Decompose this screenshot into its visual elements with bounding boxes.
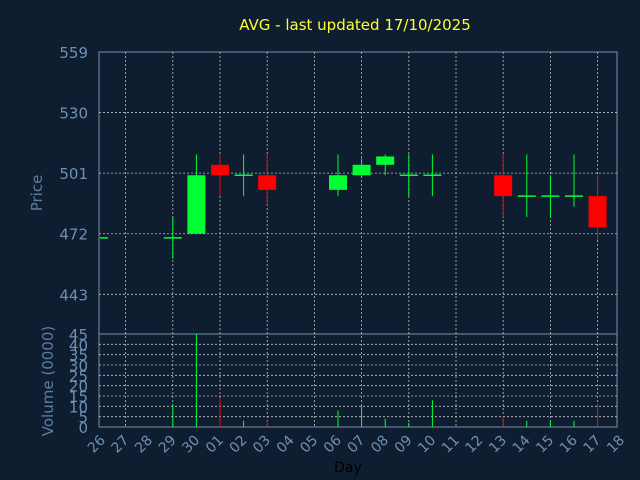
- volume-tick-label: 5: [78, 409, 88, 427]
- x-tick-label: 07: [345, 433, 369, 457]
- candle: [211, 154, 229, 197]
- candle: [329, 154, 347, 197]
- volume-tick-label: 20: [69, 378, 88, 396]
- x-tick-label: 29: [156, 433, 180, 457]
- volume-tick-label: 0: [78, 419, 88, 437]
- candle: [399, 154, 418, 197]
- candle-body: [211, 164, 229, 176]
- volume-tick-label: 15: [69, 388, 88, 406]
- candle: [258, 154, 277, 205]
- volume-plot-frame: [98, 333, 618, 428]
- x-tick-label: 16: [557, 432, 581, 456]
- x-tick-label: 13: [486, 433, 510, 457]
- price-tick-label: 443: [59, 286, 88, 304]
- x-tick-label: 02: [227, 433, 251, 457]
- candle: [376, 154, 395, 176]
- candle: [423, 154, 442, 197]
- candle-body: [352, 164, 371, 176]
- volume-tick-label: 30: [69, 357, 88, 375]
- volume-axis-label: Volume (0000): [39, 326, 57, 436]
- x-axis-label: Day: [334, 460, 362, 476]
- x-tick-label: 15: [533, 433, 557, 457]
- candle-body: [376, 156, 395, 165]
- candlesticks: [100, 154, 607, 259]
- chart-title: AVG - last updated 17/10/2025: [239, 16, 471, 34]
- candle: [352, 158, 371, 178]
- x-tick-label: 14: [510, 432, 534, 456]
- candle: [234, 154, 253, 197]
- x-tick-label: 03: [250, 433, 274, 457]
- candle-body: [258, 175, 277, 190]
- x-tick-label: 12: [463, 433, 487, 457]
- candle-body: [494, 175, 513, 197]
- price-tick-labels: 559 530 501 472 443: [59, 44, 88, 304]
- x-tick-label: 05: [297, 433, 321, 457]
- x-tick-label: 27: [109, 433, 133, 457]
- x-tick-label: 17: [581, 433, 605, 457]
- volume-bars: [172, 334, 599, 427]
- grid-lines: [99, 52, 617, 427]
- volume-tick-label: 35: [69, 347, 88, 365]
- x-tick-label: 11: [439, 433, 463, 457]
- x-tick-label: 30: [179, 433, 203, 457]
- x-tick-label: 04: [274, 432, 298, 456]
- volume-tick-label: 40: [69, 336, 88, 354]
- volume-tick-label: 25: [69, 367, 88, 385]
- candle: [541, 175, 560, 218]
- x-tick-label: 28: [132, 433, 156, 457]
- candle-body: [588, 196, 607, 228]
- x-tick-label: 18: [604, 433, 628, 457]
- volume-tick-label: 10: [69, 398, 88, 416]
- volume-tick-label: 45: [69, 326, 88, 344]
- x-tick-label: 06: [321, 432, 345, 456]
- candle-body: [329, 175, 347, 190]
- price-tick-label: 530: [59, 105, 88, 123]
- x-tick-label: 09: [392, 433, 416, 457]
- x-tick-label: 08: [368, 433, 392, 457]
- candle: [517, 154, 536, 218]
- candle: [588, 175, 607, 240]
- candle: [187, 154, 206, 234]
- x-tick-labels: 26 27 28 29 30 01 02 03 04 05 06 07 08 09 10 11 12 13 14 15…: [85, 432, 628, 456]
- price-axis-label: Price: [28, 175, 46, 212]
- candle: [163, 217, 182, 259]
- price-plot-frame: [98, 51, 618, 335]
- price-tick-label: 472: [59, 226, 88, 244]
- candle: [565, 154, 583, 207]
- x-tick-label: 26: [85, 432, 109, 456]
- price-tick-label: 501: [59, 165, 88, 183]
- price-tick-label: 559: [59, 44, 88, 62]
- x-tick-label: 01: [203, 433, 227, 457]
- candle-body: [187, 175, 206, 234]
- x-tick-label: 10: [415, 433, 439, 457]
- candle: [494, 154, 513, 218]
